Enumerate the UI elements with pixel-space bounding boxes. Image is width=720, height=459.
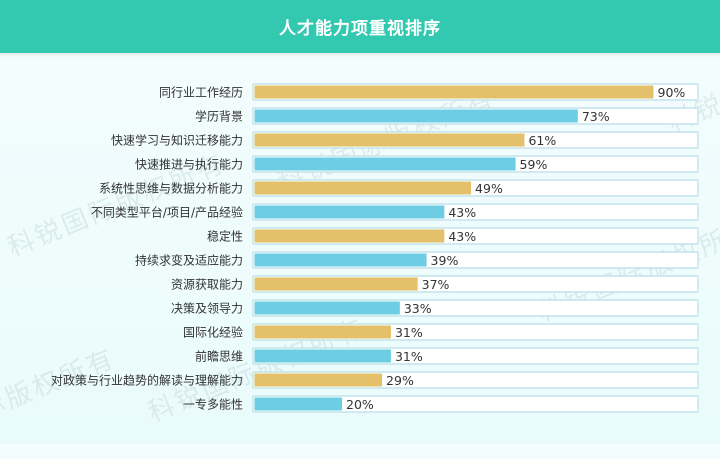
- bar: [254, 133, 525, 147]
- value-label: 39%: [431, 253, 459, 268]
- category-label: 一专多能性: [183, 397, 243, 412]
- value-label: 59%: [520, 157, 548, 172]
- value-label: 49%: [475, 181, 503, 196]
- value-label: 31%: [395, 325, 423, 340]
- value-label: 31%: [395, 349, 423, 364]
- category-label: 快速推进与执行能力: [135, 158, 243, 172]
- category-label: 对政策与行业趋势的解读与理解能力: [51, 373, 243, 388]
- category-label: 决策及领导力: [171, 302, 243, 316]
- category-label: 国际化经验: [183, 325, 243, 340]
- bar: [254, 277, 418, 291]
- chart-header: 人才能力项重视排序: [0, 0, 720, 53]
- category-label: 快速学习与知识迁移能力: [111, 133, 243, 148]
- value-label: 43%: [448, 229, 476, 244]
- category-label: 学历背景: [195, 109, 243, 124]
- bar: [254, 229, 445, 243]
- value-label: 90%: [658, 85, 686, 100]
- value-label: 43%: [448, 205, 476, 220]
- bar-chart: 同行业工作经历 90% 学历背景 73% 快速学习与知识迁移能力 61% 快速推进与执行能力…: [51, 83, 699, 413]
- value-label: 37%: [422, 277, 450, 292]
- bar: [254, 85, 654, 99]
- bar: [254, 157, 516, 171]
- category-label: 持续求变及适应能力: [135, 253, 243, 268]
- value-label: 33%: [404, 301, 432, 316]
- bar: [254, 253, 427, 267]
- value-label: 61%: [528, 133, 556, 148]
- bar: [254, 373, 383, 387]
- value-label: 20%: [346, 397, 374, 412]
- category-label: 不同类型平台/项目/产品经验: [91, 205, 243, 220]
- value-label: 29%: [386, 373, 414, 388]
- category-label: 资源获取能力: [171, 278, 243, 292]
- bar: [254, 301, 400, 315]
- category-label: 系统性思维与数据分析能力: [99, 181, 243, 196]
- bar: [254, 325, 391, 339]
- bar: [254, 397, 342, 411]
- bar: [254, 349, 391, 363]
- category-label: 同行业工作经历: [159, 86, 243, 100]
- bar: [254, 181, 472, 195]
- value-label: 73%: [582, 109, 610, 124]
- bar-track: [252, 395, 699, 413]
- bar: [254, 109, 578, 123]
- category-label: 前瞻思维: [195, 349, 243, 364]
- chart-title: 人才能力项重视排序: [279, 19, 441, 39]
- bar: [254, 205, 445, 219]
- category-label: 稳定性: [207, 229, 243, 244]
